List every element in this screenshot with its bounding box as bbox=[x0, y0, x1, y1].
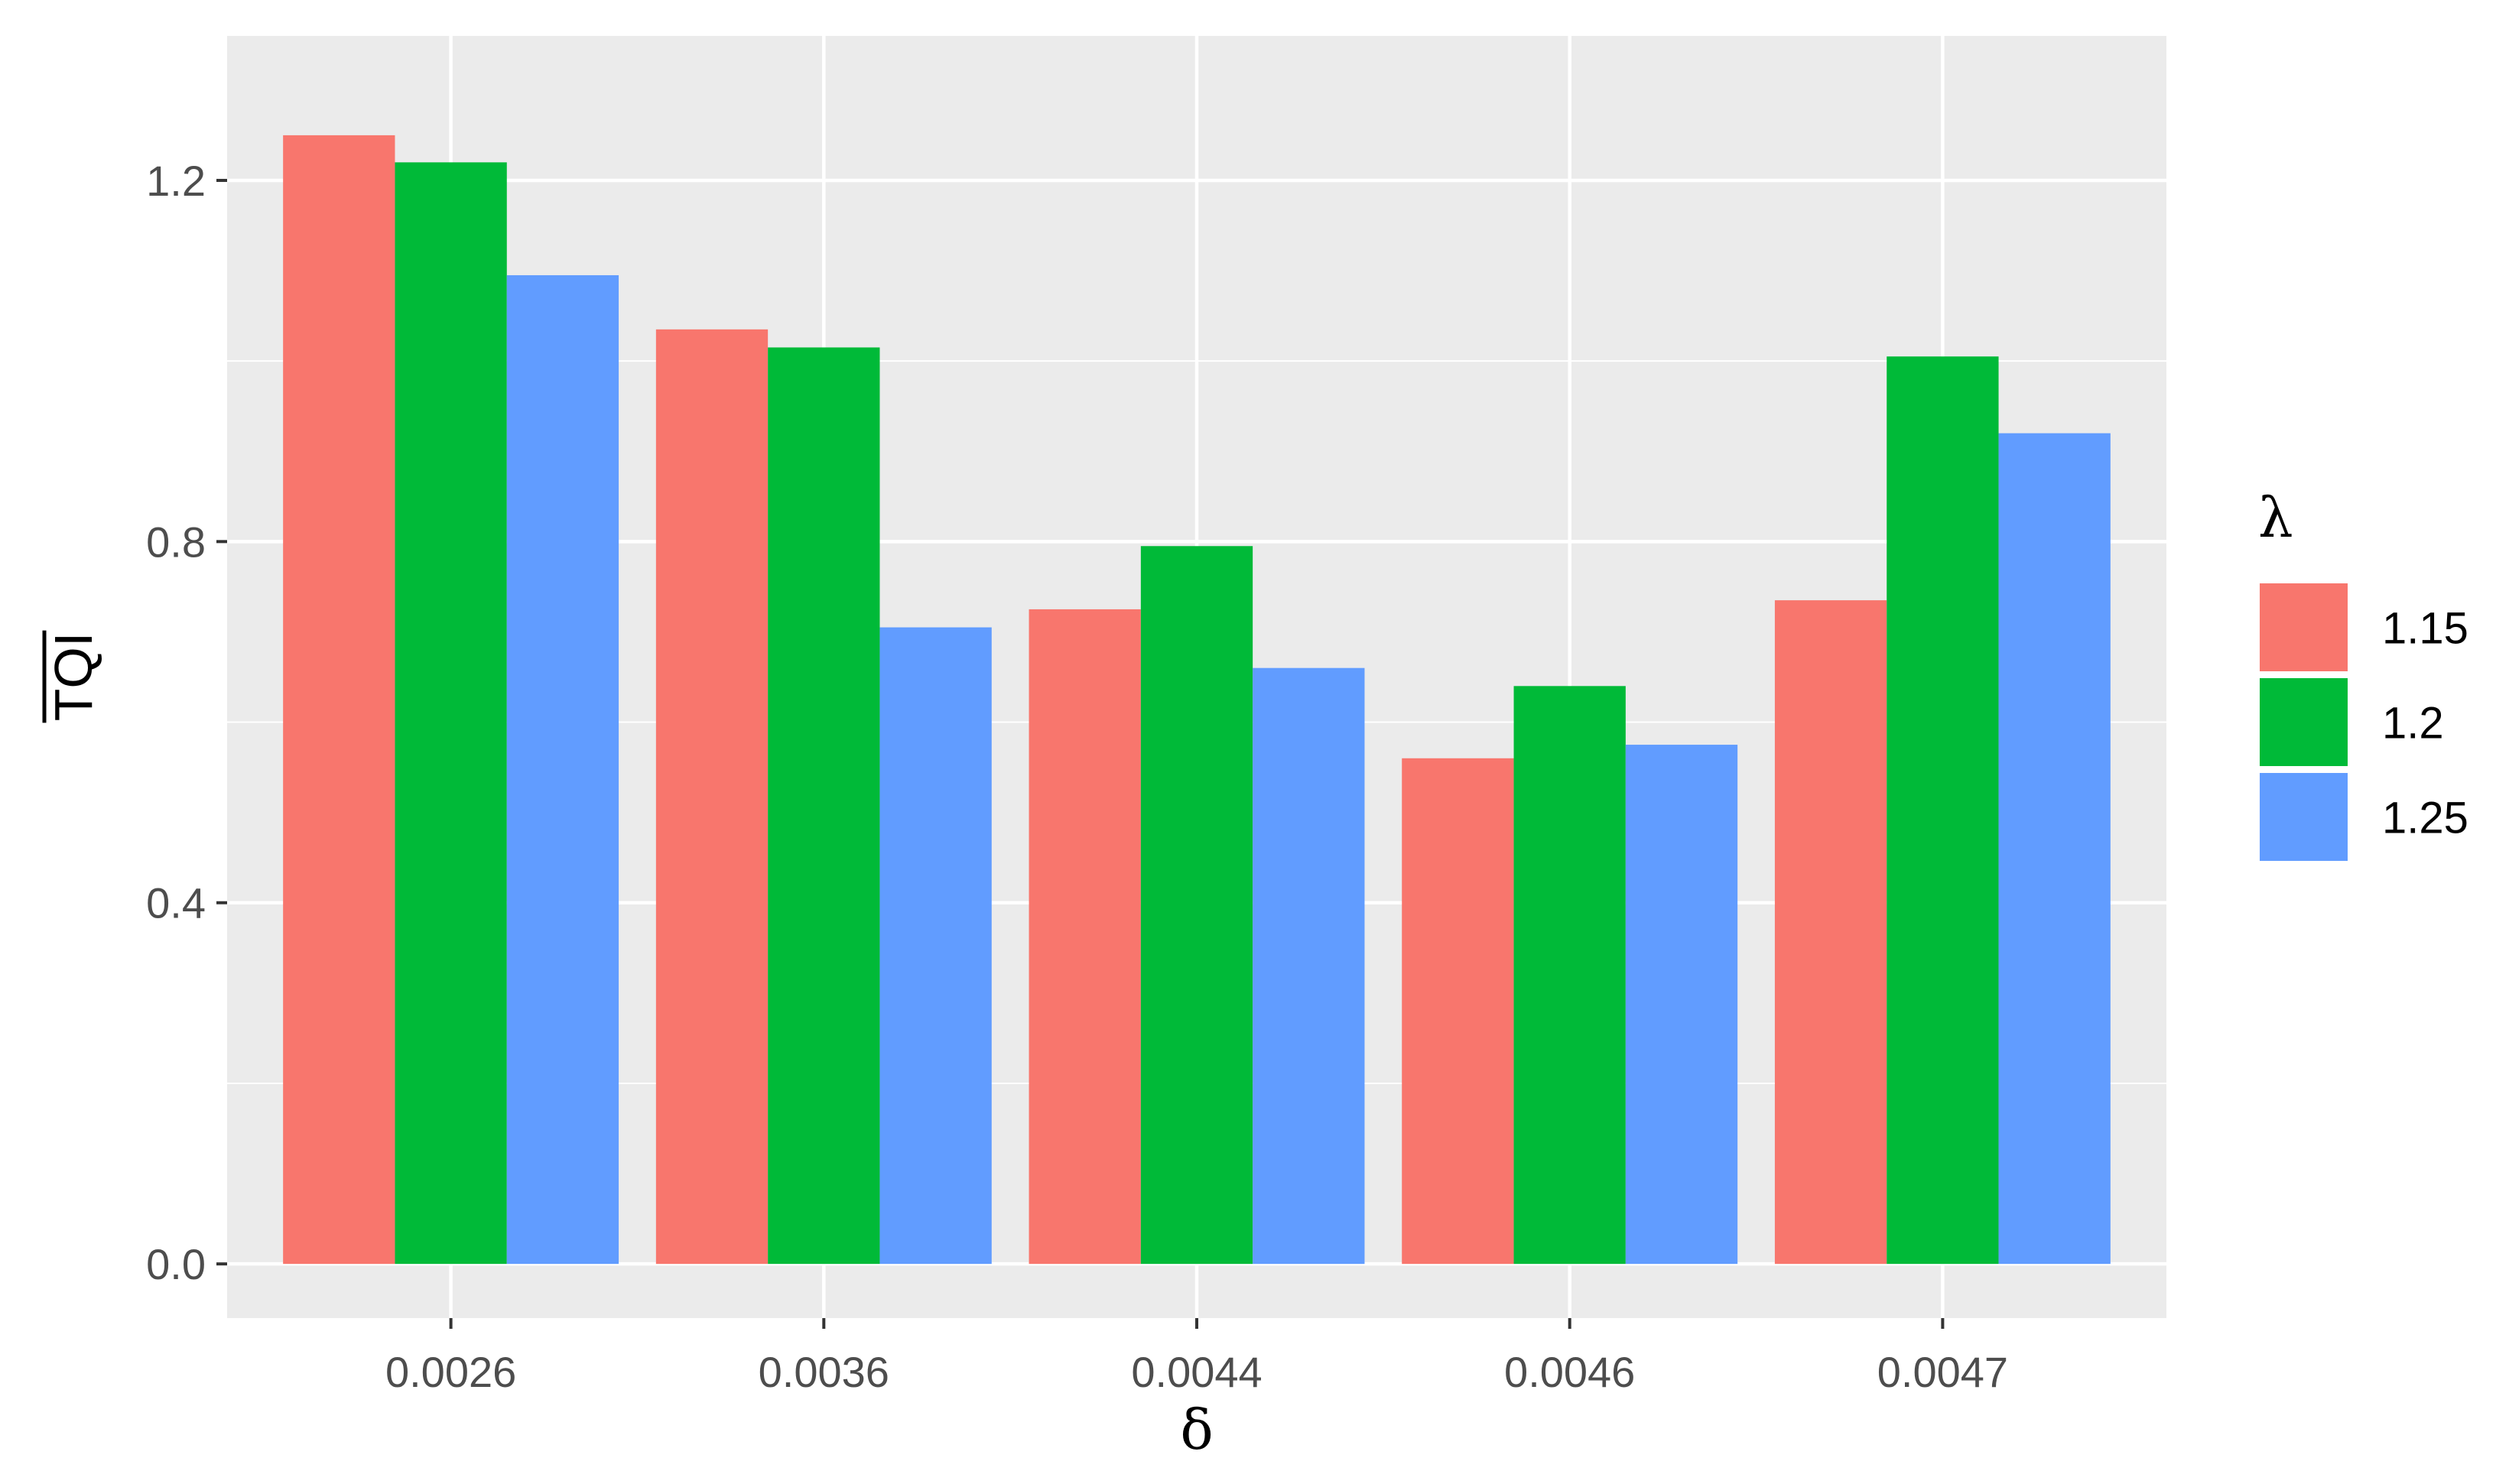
legend-key bbox=[2260, 678, 2348, 766]
bar bbox=[506, 274, 619, 1265]
x-axis-title: δ bbox=[1180, 1398, 1213, 1462]
bar bbox=[1513, 686, 1626, 1265]
legend-label: 1.15 bbox=[2382, 604, 2468, 654]
legend-title: λ bbox=[2258, 485, 2293, 550]
bar bbox=[1140, 546, 1253, 1265]
legend-label: 1.2 bbox=[2382, 699, 2444, 748]
y-tick-label: 0.0 bbox=[146, 1240, 206, 1288]
bar bbox=[1402, 758, 1514, 1265]
y-tick-label: 1.2 bbox=[146, 157, 206, 205]
bar bbox=[1625, 745, 1738, 1265]
bar bbox=[283, 135, 395, 1265]
bar bbox=[1998, 433, 2111, 1265]
bar bbox=[1029, 609, 1141, 1265]
bar bbox=[1774, 600, 1887, 1265]
y-axis: 0.0 0.4 0.8 1.2 bbox=[146, 157, 227, 1288]
legend: λ 1.15 1.2 1.25 bbox=[2256, 485, 2468, 865]
x-axis: 0.0026 0.0036 0.0044 0.0046 0.0047 bbox=[385, 1318, 2008, 1396]
y-tick-label: 0.4 bbox=[146, 879, 206, 927]
bar bbox=[1253, 667, 1365, 1265]
y-tick-label: 0.8 bbox=[146, 518, 206, 566]
legend-key bbox=[2260, 583, 2348, 671]
bar bbox=[1887, 356, 1999, 1265]
bar bbox=[879, 627, 992, 1265]
y-axis-title: TQI bbox=[44, 632, 103, 722]
bar bbox=[768, 347, 880, 1265]
bar bbox=[395, 162, 507, 1265]
bar bbox=[655, 329, 769, 1265]
legend-label: 1.25 bbox=[2382, 794, 2468, 843]
x-tick-label: 0.0026 bbox=[385, 1348, 516, 1396]
x-tick-label: 0.0047 bbox=[1877, 1348, 2008, 1396]
x-tick-label: 0.0046 bbox=[1504, 1348, 1635, 1396]
x-tick-label: 0.0036 bbox=[759, 1348, 889, 1396]
x-tick-label: 0.0044 bbox=[1131, 1348, 1262, 1396]
bars bbox=[283, 135, 2111, 1265]
legend-key bbox=[2260, 773, 2348, 861]
y-axis-title-group: TQI bbox=[42, 630, 103, 723]
